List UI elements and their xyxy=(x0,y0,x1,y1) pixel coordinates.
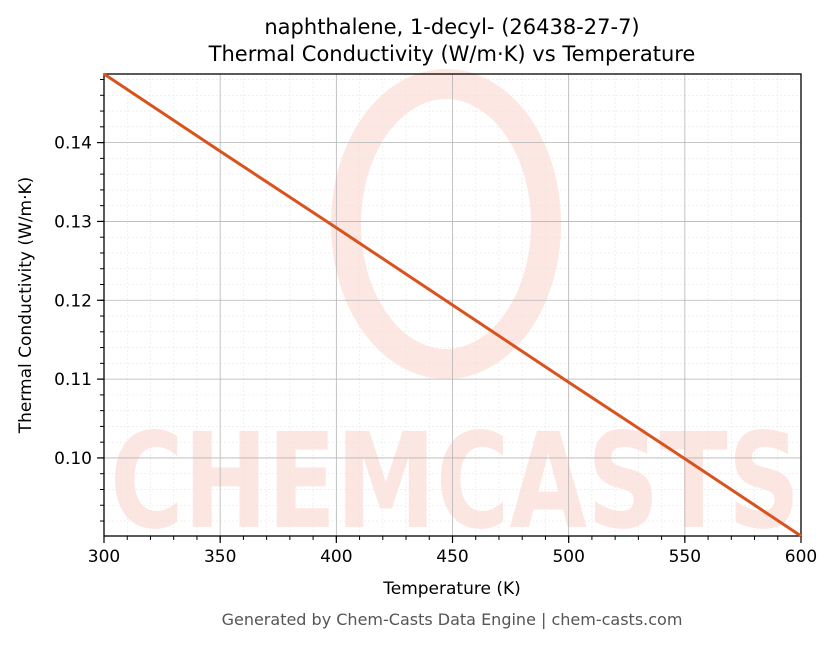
watermark-logo-ring xyxy=(331,69,561,379)
x-tick-label: 500 xyxy=(552,547,584,567)
x-tick-label: 450 xyxy=(436,547,468,567)
x-tick-label: 550 xyxy=(669,547,701,567)
chart-title-line2: Thermal Conductivity (W/m·K) vs Temperat… xyxy=(208,42,696,66)
x-axis-tick-labels: 300 350 400 450 500 550 600 xyxy=(88,547,817,567)
footer-credit: Generated by Chem-Casts Data Engine | ch… xyxy=(222,610,683,629)
y-axis-tick-labels: 0.10 0.11 0.12 0.13 0.14 xyxy=(54,134,92,469)
y-tick-label: 0.10 xyxy=(54,449,92,469)
x-tick-label: 600 xyxy=(785,547,817,567)
watermark: CHEMCASTS xyxy=(110,69,800,559)
chart-title-line1: naphthalene, 1-decyl- (26438-27-7) xyxy=(264,15,639,39)
y-tick-label: 0.11 xyxy=(54,370,92,390)
y-axis-ticks xyxy=(97,79,104,522)
series-layer xyxy=(103,72,802,538)
series-line xyxy=(103,72,802,538)
y-axis-label: Thermal Conductivity (W/m·K) xyxy=(16,177,36,435)
y-tick-label: 0.12 xyxy=(54,291,92,311)
x-tick-label: 400 xyxy=(320,547,352,567)
y-tick-label: 0.14 xyxy=(54,134,92,154)
y-tick-label: 0.13 xyxy=(54,212,92,232)
x-tick-label: 350 xyxy=(204,547,236,567)
x-axis-ticks xyxy=(103,536,802,543)
x-axis-label: Temperature (K) xyxy=(382,579,521,599)
x-tick-label: 300 xyxy=(88,547,120,567)
